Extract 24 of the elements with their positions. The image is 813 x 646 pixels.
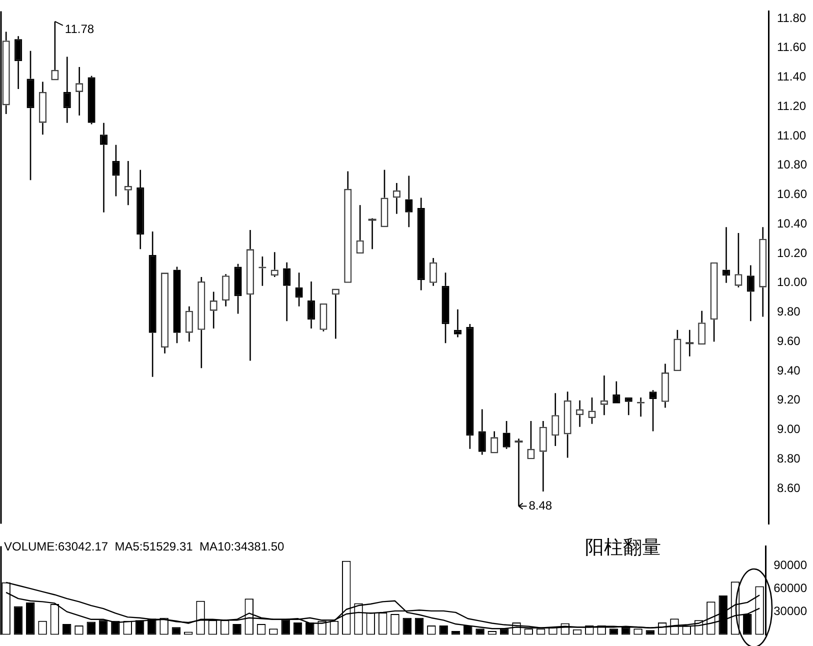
y-tick-label: 9.00 bbox=[776, 422, 801, 436]
y-tick-label: 8.60 bbox=[776, 480, 801, 495]
y-tick-label: 10.40 bbox=[776, 216, 808, 230]
annotation: 8.48 bbox=[528, 498, 552, 512]
y-tick-label: 10.20 bbox=[776, 246, 808, 260]
chart-title: VOLUME:63042.17 MA5:51529.31 MA10:34381.50 bbox=[4, 539, 285, 554]
y-tick-label: 60000 bbox=[774, 580, 808, 595]
annotation: 11.78 bbox=[64, 22, 94, 36]
y-tick-label: 9.40 bbox=[776, 363, 801, 378]
y-tick-label: 11.60 bbox=[776, 40, 806, 54]
annotation: 阳柱翻量 bbox=[585, 536, 661, 558]
y-tick-label: 90000 bbox=[774, 558, 808, 572]
y-tick-label: 10.60 bbox=[776, 187, 808, 202]
y-tick-label: 11.20 bbox=[776, 98, 806, 113]
y-tick-label: 10.00 bbox=[776, 275, 808, 290]
y-tick-label: 11.00 bbox=[776, 128, 806, 142]
y-tick-label: 8.80 bbox=[776, 451, 801, 466]
y-tick-label: 9.80 bbox=[776, 304, 801, 319]
y-tick-label: 10.80 bbox=[776, 158, 808, 172]
y-tick-label: 11.80 bbox=[776, 10, 806, 25]
y-tick-label: 9.20 bbox=[776, 392, 801, 407]
y-tick-label: 9.60 bbox=[776, 334, 801, 348]
y-tick-label: 30000 bbox=[774, 604, 808, 618]
y-tick-label: 11.40 bbox=[776, 70, 806, 84]
